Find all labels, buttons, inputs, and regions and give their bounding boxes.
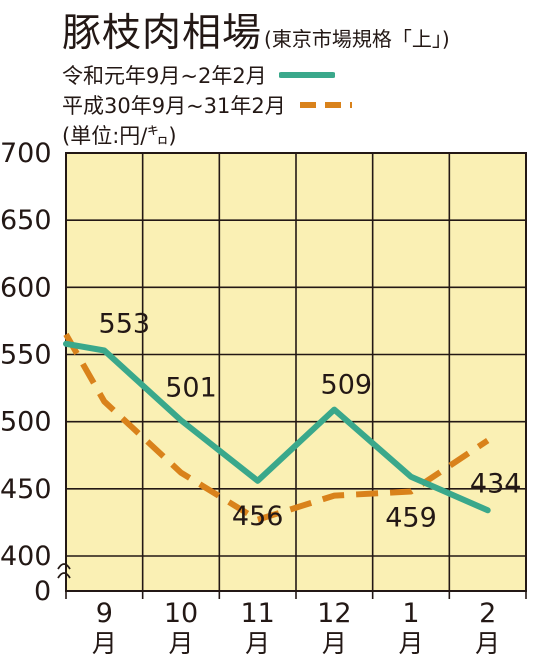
x-tick-label: 12 — [317, 598, 351, 629]
legend-swatch-dashed — [299, 102, 352, 108]
y-tick-label: 550 — [0, 340, 52, 371]
data-label: 434 — [470, 468, 522, 499]
y-tick-label: 500 — [0, 407, 52, 438]
series-line-previous — [63, 332, 490, 523]
unit-label: (単位:円/㌔) — [62, 124, 177, 148]
data-label: 509 — [321, 370, 373, 401]
data-label: 553 — [99, 308, 151, 339]
x-tick-label: 10 — [164, 598, 198, 629]
y-tick-label: 400 — [0, 541, 52, 572]
x-tick-unit: 月 — [475, 629, 500, 658]
y-zero-label: 0 — [34, 576, 51, 607]
chart-subtitle: (東京市場規格「上」) — [264, 27, 450, 51]
y-tick-label: 700 — [0, 138, 52, 169]
legend-item-current: 令和元年9月~2年2月 — [62, 60, 335, 90]
legend-label-current: 令和元年9月~2年2月 — [62, 64, 267, 88]
data-label: 456 — [232, 501, 284, 532]
axis-break-mark — [57, 572, 71, 579]
legend-item-previous: 平成30年9月~31年2月 — [62, 90, 354, 120]
x-tick-label: 1 — [402, 598, 419, 629]
legend-swatch-solid — [278, 72, 335, 78]
y-tick-label: 650 — [0, 205, 52, 236]
series-line-current — [63, 340, 491, 514]
x-tick-unit: 月 — [168, 629, 193, 658]
x-tick-unit: 月 — [92, 629, 117, 658]
x-tick-label: 9 — [96, 598, 113, 629]
x-tick-label: 11 — [240, 598, 274, 629]
x-tick-unit: 月 — [398, 629, 423, 658]
data-label: 459 — [385, 503, 437, 534]
y-tick-label: 600 — [0, 272, 52, 303]
x-tick-label: 2 — [479, 598, 496, 629]
data-label: 501 — [165, 372, 217, 403]
y-tick-label: 450 — [0, 474, 52, 505]
axis-break-mark — [57, 563, 71, 570]
x-tick-unit: 月 — [322, 629, 347, 658]
legend-label-previous: 平成30年9月~31年2月 — [62, 94, 286, 118]
chart-title: 豚枝肉相場 — [62, 11, 263, 56]
chart-title-block: 豚枝肉相場 (東京市場規格「上」) — [62, 2, 450, 58]
x-tick-unit: 月 — [245, 629, 270, 658]
